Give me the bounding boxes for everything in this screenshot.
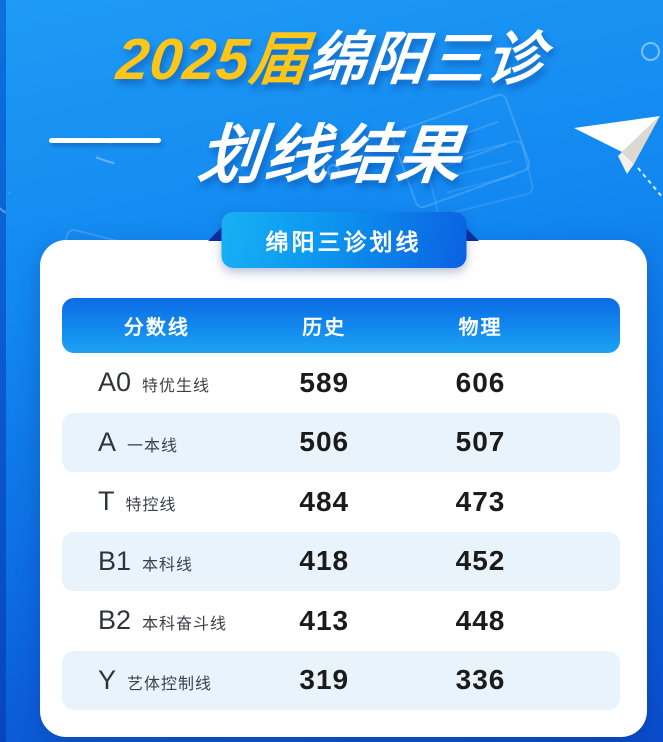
scoreline-name: 艺体控制线: [127, 675, 213, 693]
scoreline-code: Y: [98, 664, 117, 695]
column-header-scoreline: 分数线: [123, 317, 190, 339]
scoreline-cell: B2 本科奋斗线: [62, 605, 252, 636]
table-header-row: 分数线 历史 物理: [62, 298, 620, 353]
physics-score: 606: [455, 366, 506, 398]
title-line1: 2025届绵阳三诊: [0, 12, 663, 96]
table-row: B1 本科线 418 452: [62, 531, 620, 591]
section-badge-label: 绵阳三诊划线: [221, 212, 466, 268]
table-body: A0 特优生线 589 606 A 一本线 506 507 T 特控线 484 …: [62, 353, 620, 710]
scoreline-code: A: [98, 426, 117, 457]
title-exam-name: 绵阳三诊: [305, 27, 549, 92]
table-row: T 特控线 484 473: [62, 472, 620, 532]
scoreline-cell: Y 艺体控制线: [62, 665, 252, 696]
paper-plane-icon: [574, 116, 663, 199]
results-card: 绵阳三诊划线 分数线 历史 物理 A0 特优生线 589 606 A 一本线 5…: [40, 212, 647, 737]
title-dash: [48, 138, 162, 143]
physics-score: 448: [455, 604, 506, 636]
history-score: 484: [299, 485, 350, 517]
scoreline-name: 一本线: [127, 437, 179, 455]
title-line2: 划线结果: [0, 104, 663, 196]
history-score: 413: [299, 604, 350, 636]
score-table: 分数线 历史 物理 A0 特优生线 589 606 A 一本线 506 507 …: [62, 298, 620, 710]
physics-score: 336: [455, 664, 506, 696]
scoreline-cell: B1 本科线: [62, 546, 252, 577]
circle-doodle: [641, 42, 660, 61]
title-subtitle: 划线结果: [195, 119, 467, 191]
table-row: Y 艺体控制线 319 336: [62, 650, 620, 710]
physics-score: 473: [455, 485, 506, 517]
poster-title: 2025届绵阳三诊 划线结果: [0, 0, 663, 196]
scoreline-name: 特控线: [125, 497, 177, 515]
scoreline-name: 本科奋斗线: [142, 616, 228, 634]
scoreline-code: A0: [98, 367, 132, 398]
scoreline-code: B2: [98, 605, 132, 636]
history-score: 506: [299, 426, 350, 458]
left-edge-strip: [0, 0, 6, 742]
column-header-history: 历史: [302, 317, 347, 339]
table-row: A0 特优生线 589 606: [62, 353, 620, 413]
title-year: 2025届: [113, 27, 313, 92]
scoreline-cell: A0 特优生线: [62, 367, 252, 398]
history-score: 418: [299, 545, 350, 577]
glasses-doodle: [327, 164, 340, 177]
physics-score: 507: [455, 426, 506, 458]
history-score: 319: [299, 664, 350, 696]
scoreline-cell: A 一本线: [62, 427, 252, 458]
scoreline-name: 特优生线: [142, 378, 211, 396]
table-row: B2 本科奋斗线 413 448: [62, 591, 620, 651]
scoreline-name: 本科线: [142, 556, 194, 574]
glasses-doodle: [312, 162, 325, 175]
physics-score: 452: [455, 545, 506, 577]
section-badge: 绵阳三诊划线: [208, 212, 479, 268]
scoreline-cell: T 特控线: [62, 486, 252, 517]
scoreline-code: B1: [98, 545, 132, 576]
history-score: 589: [299, 366, 350, 398]
table-row: A 一本线 506 507: [62, 412, 620, 472]
column-header-physics: 物理: [458, 317, 503, 339]
scoreline-code: T: [98, 486, 115, 517]
